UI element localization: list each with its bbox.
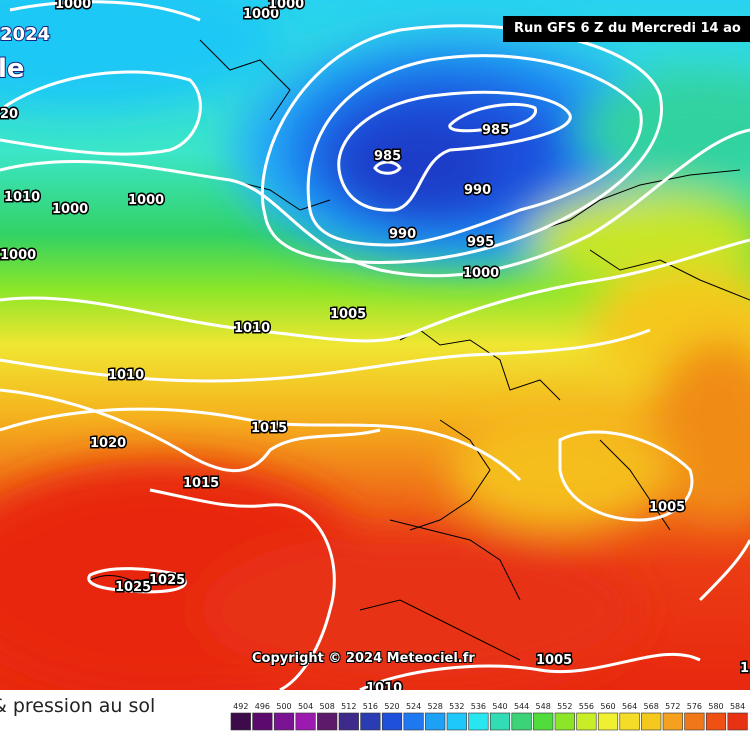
legend-color-swatch <box>641 712 662 731</box>
isobar-label: 990 <box>389 227 416 242</box>
legend-level-label: 540 <box>492 702 507 711</box>
legend-color-scale: 492 496 500 504 508 512 516 520 524 528 532 536 540 5… <box>230 702 748 731</box>
isobar-label: 1025 <box>149 573 185 588</box>
legend-color-swatch <box>554 712 575 731</box>
isobar-label: 1000 <box>128 193 164 208</box>
legend: & pression au sol 492 496 500 504 508 512 516 5… <box>0 690 750 750</box>
legend-level-label: 512 <box>341 702 356 711</box>
legend-level-label: 556 <box>579 702 594 711</box>
isobar-label: 1010 <box>108 368 144 383</box>
isobar-label: 20 <box>0 107 18 122</box>
isobar-label: 1000 <box>55 0 91 12</box>
coastlines <box>89 39 750 661</box>
isobar-label: 1000 <box>0 248 36 263</box>
legend-color-swatch <box>597 712 619 731</box>
legend-color-swatch <box>511 712 532 731</box>
legend-level-label: 516 <box>363 702 378 711</box>
legend-color-swatch <box>705 712 727 731</box>
legend-color-swatch <box>468 712 489 731</box>
corner-title-fragment: le <box>0 54 25 84</box>
legend-level-label: 572 <box>665 702 680 711</box>
legend-level-label: 532 <box>449 702 464 711</box>
legend-color-swatch <box>252 712 273 731</box>
isobar-label: 1010 <box>234 321 270 336</box>
legend-title: & pression au sol <box>0 695 156 717</box>
isobar-label: 1000 <box>243 7 279 22</box>
geopotential-field <box>0 0 750 690</box>
legend-color-swatch <box>684 712 705 731</box>
isobar-label: 1005 <box>330 307 366 322</box>
legend-color-swatch <box>727 712 748 731</box>
isobar-label: 1000 <box>52 202 88 217</box>
legend-level-label: 520 <box>384 702 399 711</box>
legend-color-swatch <box>576 712 597 731</box>
legend-color-swatch <box>360 712 381 731</box>
isobar-label: 1 <box>740 661 749 676</box>
isobar-label: 1025 <box>115 580 151 595</box>
corner-year: 2024 <box>0 24 50 45</box>
isobar-label: 1015 <box>183 476 219 491</box>
legend-level-label: 508 <box>320 702 335 711</box>
legend-level-label: 500 <box>276 702 291 711</box>
isobar-label: 1015 <box>251 421 287 436</box>
legend-color-swatch <box>338 712 359 731</box>
legend-color-swatch <box>403 712 424 731</box>
legend-level-label: 576 <box>687 702 702 711</box>
legend-level-label: 524 <box>406 702 421 711</box>
legend-level-label: 528 <box>428 702 443 711</box>
legend-color-swatch <box>489 712 511 731</box>
isobar-label: 1010 <box>366 681 402 690</box>
legend-level-label: 548 <box>536 702 551 711</box>
isobar-label: 985 <box>482 123 509 138</box>
legend-color-swatch <box>273 712 295 731</box>
run-banner: Run GFS 6 Z du Mercredi 14 ao <box>503 16 750 42</box>
legend-level-label: 552 <box>557 702 572 711</box>
isobars <box>0 0 750 690</box>
isobar-label: 990 <box>464 183 491 198</box>
legend-level-label: 584 <box>730 702 745 711</box>
legend-level-label: 568 <box>644 702 659 711</box>
legend-level-label: 536 <box>471 702 486 711</box>
isobar-label: 1000 <box>463 266 499 281</box>
legend-color-swatch <box>533 712 554 731</box>
legend-level-label: 560 <box>600 702 615 711</box>
isobar-label: 1020 <box>90 436 126 451</box>
copyright-text: Copyright © 2024 Meteociel.fr <box>252 651 475 666</box>
legend-level-label: 504 <box>298 702 313 711</box>
legend-color-swatch <box>662 712 683 731</box>
legend-level-label: 544 <box>514 702 529 711</box>
legend-level-label: 564 <box>622 702 637 711</box>
legend-color-swatch <box>425 712 446 731</box>
legend-level-label: 492 <box>233 702 248 711</box>
legend-color-swatch <box>317 712 338 731</box>
legend-color-swatch <box>230 712 251 731</box>
isobar-label: 985 <box>374 149 401 164</box>
weather-map: 1000 1000 1000 20 1010 1000 1000 1000 98… <box>0 0 750 690</box>
legend-level-label: 580 <box>708 702 723 711</box>
legend-color-swatch <box>619 712 640 731</box>
legend-color-swatch <box>446 712 467 731</box>
legend-color-swatch <box>295 712 316 731</box>
isobar-label: 1005 <box>536 653 572 668</box>
legend-level-label: 496 <box>255 702 270 711</box>
isobar-label: 995 <box>467 235 494 250</box>
legend-color-swatch <box>381 712 403 731</box>
isobar-label: 1000 <box>268 0 304 12</box>
isobar-label: 1005 <box>649 500 685 515</box>
isobar-labels: 1000 1000 1000 20 1010 1000 1000 1000 98… <box>0 0 750 690</box>
isobar-label: 1010 <box>4 190 40 205</box>
